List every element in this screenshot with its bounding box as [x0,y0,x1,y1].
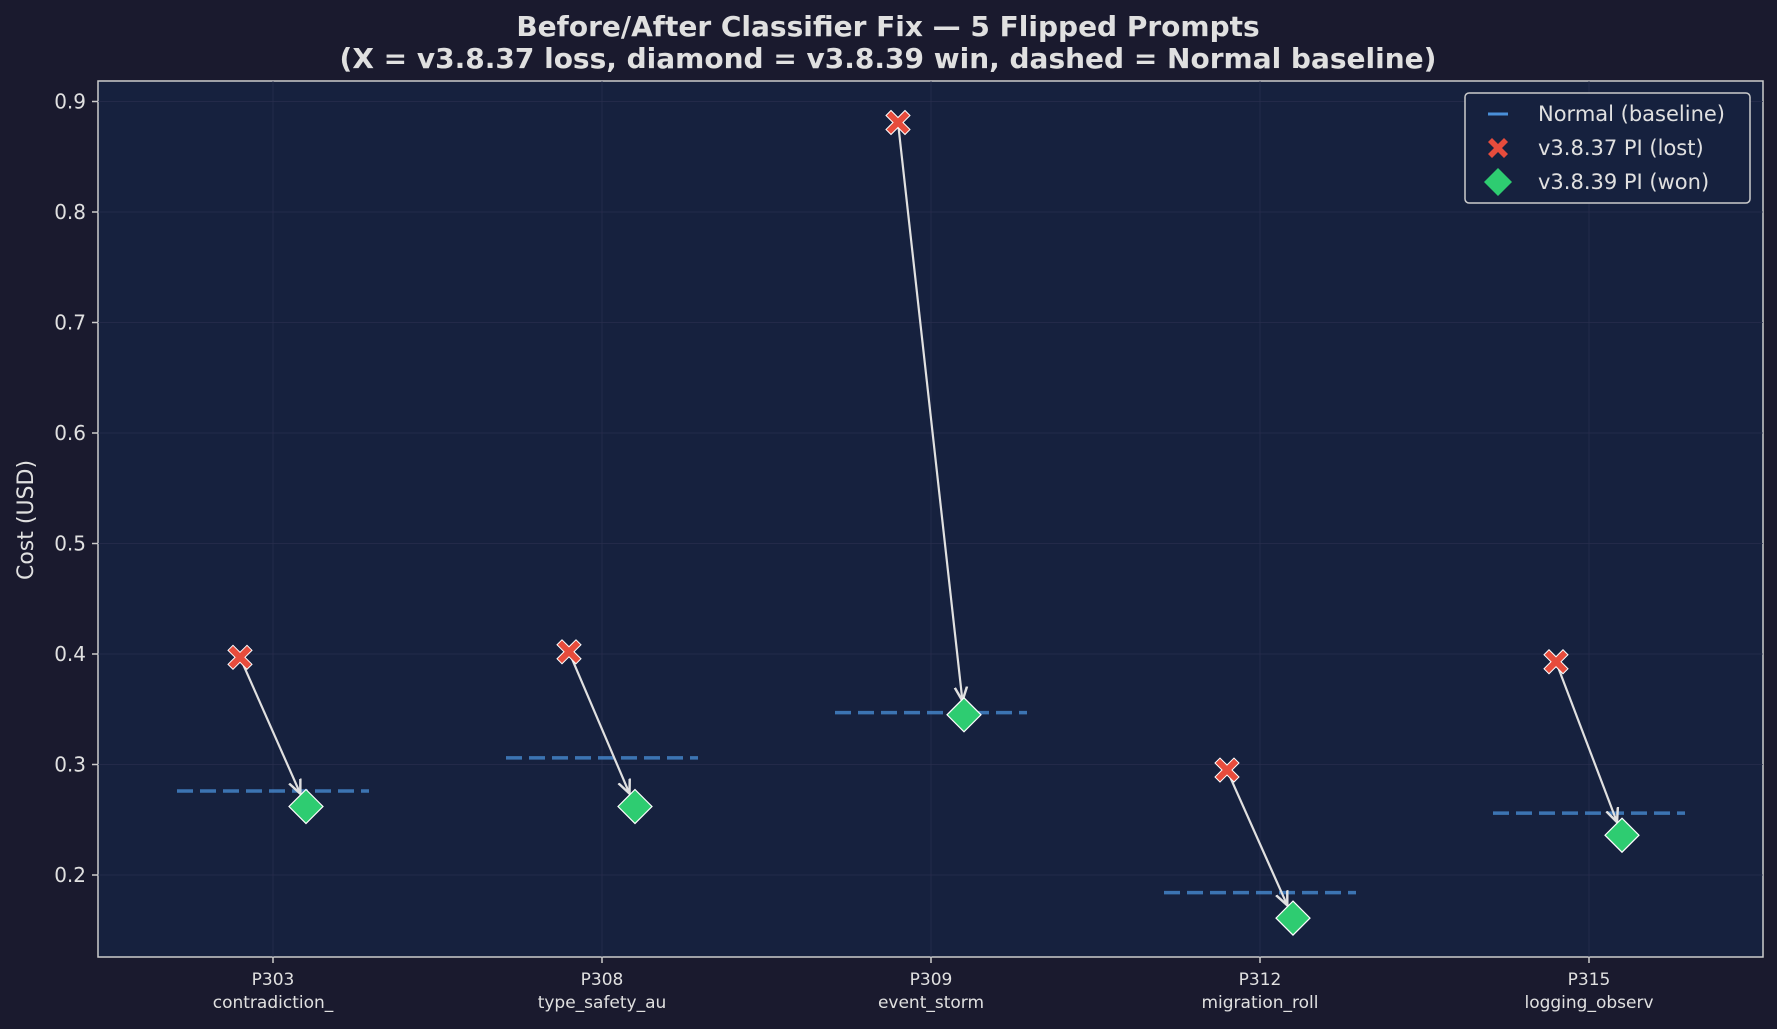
x-tick-id: P309 [910,970,953,990]
y-tick-label: 0.4 [54,642,86,666]
arrow-annotations [238,122,1617,905]
x-axis-ticks: P303 contradiction_ P308 type_safety_au P309… [213,957,1654,1013]
y-tick-label: 0.5 [54,532,86,556]
diamond-marker-icon [946,696,982,733]
x-marker-icon [885,109,911,136]
x-tick-id: P312 [1239,970,1282,990]
y-tick-label: 0.7 [54,311,86,335]
y-tick-label: 0.8 [54,200,86,224]
change-arrow [567,651,630,794]
x-marker-icon [556,639,582,665]
change-arrow [896,122,962,700]
diamond-marker-icon [617,788,653,825]
y-tick-label: 0.2 [54,863,86,887]
diamond-marker-icon [1604,817,1640,854]
change-arrow [1554,661,1617,822]
diamond-legend-icon [1484,168,1512,196]
y-axis-ticks: 0.2 0.3 0.4 0.5 0.6 0.7 0.8 0.9 [54,90,98,887]
y-tick-label: 0.9 [54,90,86,114]
x-tick-name: migration_roll [1201,993,1318,1013]
legend-label-loss: v3.8.37 PI (lost) [1538,136,1704,160]
change-arrow [1225,769,1287,905]
y-tick-label: 0.6 [54,421,86,445]
x-marker-legend-icon [1488,138,1508,158]
x-tick-name: event_storm [878,993,984,1013]
y-axis-label: Cost (USD) [14,460,39,580]
x-tick-name: type_safety_au [538,993,667,1013]
chart-subtitle: (X = v3.8.37 loss, diamond = v3.8.39 win… [340,42,1437,75]
x-marker-icon [227,644,253,671]
x-marker-icon [1214,757,1240,783]
x-marker-icon [1543,649,1569,675]
x-tick-id: P303 [252,970,295,990]
change-arrow [238,656,300,793]
legend-label-baseline: Normal (baseline) [1538,102,1725,126]
x-tick-id: P315 [1568,970,1611,990]
win-series [288,696,1640,936]
legend: Normal (baseline) v3.8.37 PI (lost) v3.8… [1464,92,1751,204]
diamond-marker-icon [1275,900,1311,936]
legend-label-win: v3.8.39 PI (won) [1538,170,1709,194]
legend-box [1464,92,1751,204]
y-tick-label: 0.3 [54,753,86,777]
diamond-marker-icon [288,788,324,825]
x-tick-name: contradiction_ [213,993,334,1013]
x-tick-id: P308 [581,970,624,990]
gridlines [98,81,1763,957]
baseline-series [177,710,1685,895]
loss-series [227,109,1569,783]
x-tick-name: logging_observ [1524,993,1653,1013]
chart-title: Before/After Classifier Fix — 5 Flipped … [516,10,1259,43]
